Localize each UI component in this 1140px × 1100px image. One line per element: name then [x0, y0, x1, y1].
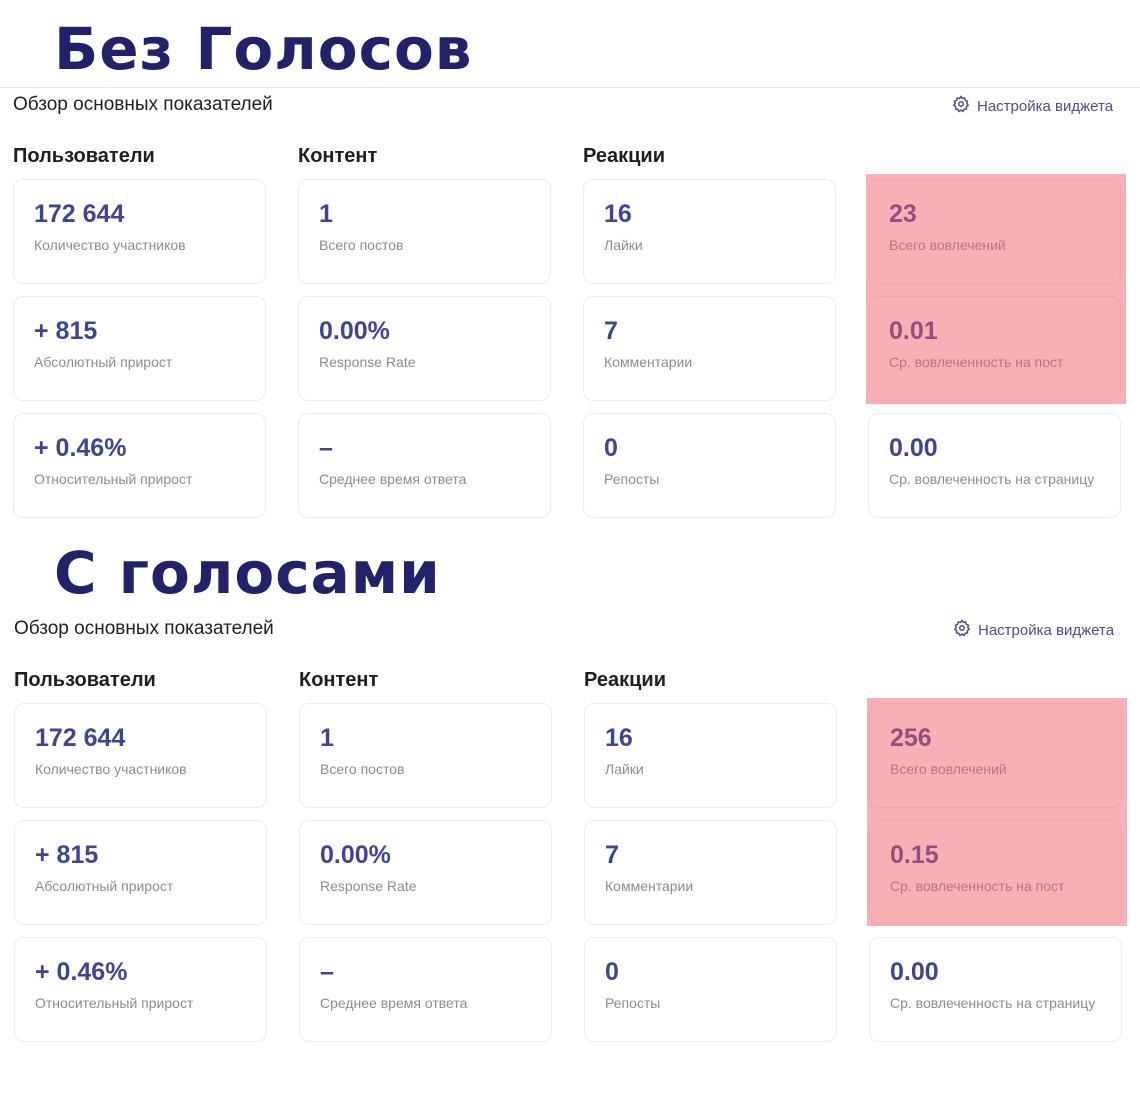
- metric-card-likes: 16 Лайки: [584, 703, 837, 808]
- metric-label: Среднее время ответа: [319, 471, 467, 487]
- divider: [0, 87, 1140, 88]
- metric-label: Всего постов: [319, 237, 404, 253]
- column-title-users: Пользователи: [14, 669, 156, 691]
- metric-label: Абсолютный прирост: [35, 878, 174, 894]
- metric-card-comments: 7 Комментарии: [584, 820, 837, 925]
- metric-value: –: [319, 434, 333, 462]
- metric-value: 172 644: [35, 724, 126, 752]
- metric-label: Комментарии: [604, 354, 693, 370]
- metric-label: Комментарии: [605, 878, 694, 894]
- metric-value: 1: [320, 724, 334, 752]
- metric-card-absolute-growth: + 815 Абсолютный прирост: [13, 296, 266, 401]
- widget-settings-label: Настройка виджета: [978, 621, 1115, 639]
- metric-label: Лайки: [605, 761, 644, 777]
- metric-card-absolute-growth: + 815 Абсолютный прирост: [14, 820, 267, 925]
- metric-card-total-engagements: 23 Всего вовлечений: [868, 179, 1121, 284]
- metric-label: Ср. вовлеченность на пост: [889, 354, 1064, 370]
- metric-label: Response Rate: [319, 354, 416, 370]
- metric-card-members-count: 172 644 Количество участников: [13, 179, 266, 284]
- metric-card-engagement-per-page: 0.00 Ср. вовлеченность на страницу: [869, 937, 1122, 1042]
- gear-icon: [953, 619, 971, 641]
- metric-value: 256: [890, 724, 932, 752]
- metric-card-total-posts: 1 Всего постов: [299, 703, 552, 808]
- metric-value: + 815: [35, 841, 99, 869]
- metric-label: Количество участников: [35, 761, 187, 777]
- metric-value: 1: [319, 200, 333, 228]
- metric-label: Лайки: [604, 237, 643, 253]
- metric-value: 0: [605, 958, 619, 986]
- metric-label: Относительный прирост: [34, 471, 193, 487]
- widget-title: Обзор основных показателей: [14, 618, 274, 639]
- metric-label: Всего вовлечений: [890, 761, 1007, 777]
- section-with-votes: С голосами Обзор основных показателей На…: [0, 530, 1140, 1100]
- metric-card-reposts: 0 Репосты: [584, 937, 837, 1042]
- metric-label: Response Rate: [320, 878, 417, 894]
- metric-label: Количество участников: [34, 237, 186, 253]
- metric-label: Ср. вовлеченность на пост: [890, 878, 1065, 894]
- metric-card-members-count: 172 644 Количество участников: [14, 703, 267, 808]
- metric-card-engagement-per-post: 0.01 Ср. вовлеченность на пост: [868, 296, 1121, 401]
- column-title-reactions: Реакции: [583, 145, 665, 167]
- section-heading: С голосами: [54, 539, 441, 607]
- metric-card-avg-response-time: – Среднее время ответа: [298, 413, 551, 518]
- column-title-users: Пользователи: [13, 145, 155, 167]
- widget-settings-link[interactable]: Настройка виджета: [952, 95, 1113, 117]
- metric-value: 16: [605, 724, 633, 752]
- metric-value: 172 644: [34, 200, 125, 228]
- metric-value: 23: [889, 200, 917, 228]
- widget-settings-link[interactable]: Настройка виджета: [953, 619, 1114, 641]
- metric-card-comments: 7 Комментарии: [583, 296, 836, 401]
- metric-value: + 0.46%: [35, 958, 128, 986]
- widget-title: Обзор основных показателей: [13, 94, 273, 115]
- metric-value: 7: [604, 317, 618, 345]
- metric-label: Ср. вовлеченность на страницу: [890, 995, 1096, 1011]
- metric-value: 0.15: [890, 841, 939, 869]
- metric-label: Абсолютный прирост: [34, 354, 173, 370]
- metric-card-relative-growth: + 0.46% Относительный прирост: [13, 413, 266, 518]
- metric-card-avg-response-time: – Среднее время ответа: [299, 937, 552, 1042]
- section-heading: Без Голосов: [54, 15, 473, 83]
- metric-value: 0: [604, 434, 618, 462]
- metric-value: + 0.46%: [34, 434, 127, 462]
- metric-value: 0.00%: [320, 841, 391, 869]
- metric-card-likes: 16 Лайки: [583, 179, 836, 284]
- metric-label: Репосты: [604, 471, 660, 487]
- metric-value: + 815: [34, 317, 98, 345]
- column-title-reactions: Реакции: [584, 669, 666, 691]
- column-title-content: Контент: [299, 669, 379, 691]
- metric-card-engagement-per-page: 0.00 Ср. вовлеченность на страницу: [868, 413, 1121, 518]
- metric-label: Всего постов: [320, 761, 405, 777]
- metric-value: –: [320, 958, 334, 986]
- metric-card-reposts: 0 Репосты: [583, 413, 836, 518]
- metric-label: Ср. вовлеченность на страницу: [889, 471, 1095, 487]
- metric-label: Среднее время ответа: [320, 995, 468, 1011]
- metric-card-total-posts: 1 Всего постов: [298, 179, 551, 284]
- metric-card-relative-growth: + 0.46% Относительный прирост: [14, 937, 267, 1042]
- section-without-votes: Без Голосов Обзор основных показателей Н…: [0, 0, 1140, 530]
- metric-card-engagement-per-post: 0.15 Ср. вовлеченность на пост: [869, 820, 1122, 925]
- widget-settings-label: Настройка виджета: [977, 97, 1114, 115]
- metric-value: 0.00: [889, 434, 938, 462]
- metric-value: 0.00%: [319, 317, 390, 345]
- metric-card-response-rate: 0.00% Response Rate: [299, 820, 552, 925]
- metric-card-response-rate: 0.00% Response Rate: [298, 296, 551, 401]
- metric-card-total-engagements: 256 Всего вовлечений: [869, 703, 1122, 808]
- metric-label: Репосты: [605, 995, 661, 1011]
- metric-value: 0.00: [890, 958, 939, 986]
- metric-value: 16: [604, 200, 632, 228]
- metric-value: 0.01: [889, 317, 938, 345]
- metric-label: Относительный прирост: [35, 995, 194, 1011]
- metric-value: 7: [605, 841, 619, 869]
- column-title-content: Контент: [298, 145, 378, 167]
- metric-label: Всего вовлечений: [889, 237, 1006, 253]
- gear-icon: [952, 95, 970, 117]
